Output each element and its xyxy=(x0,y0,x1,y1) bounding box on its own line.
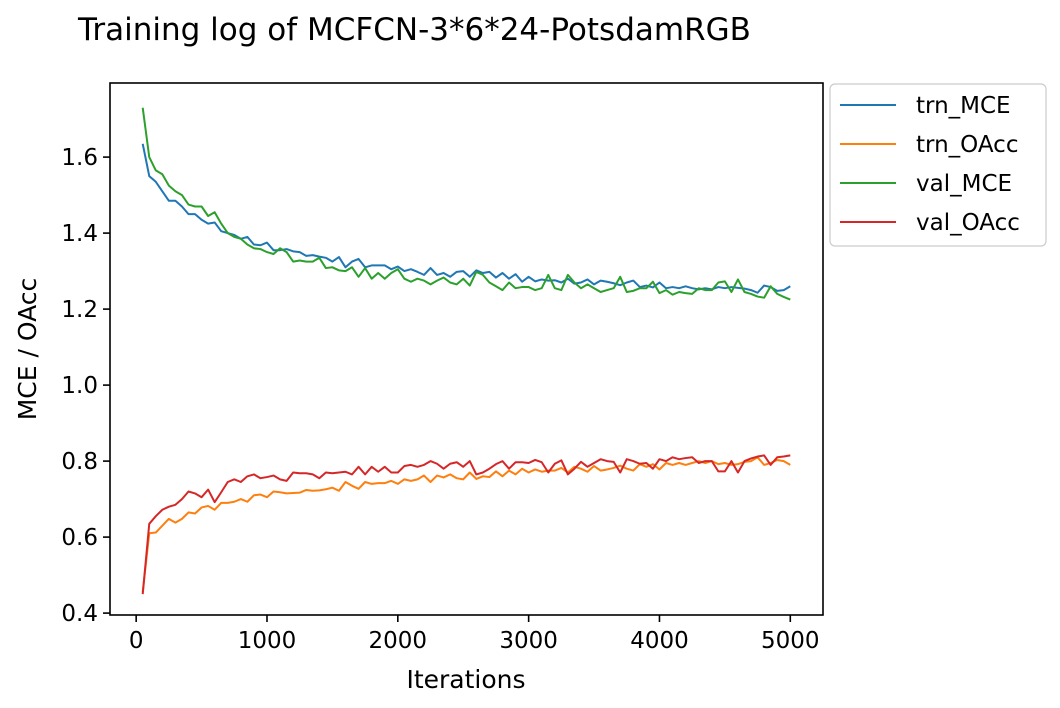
x-tick-label: 3000 xyxy=(499,628,558,654)
legend-label: val_OAcc xyxy=(916,210,1020,236)
series-line-trn-mce xyxy=(141,143,791,294)
y-tick-label: 1.4 xyxy=(61,221,98,247)
y-tick-label: 1.2 xyxy=(61,297,98,323)
series-line-val-mce xyxy=(141,107,791,301)
x-tick-label: 5000 xyxy=(761,628,820,654)
y-axis: 0.4 0.6 0.8 1.0 1.2 1.4 1.6 xyxy=(61,145,110,627)
x-axis-label: Iterations xyxy=(406,665,525,694)
series-line-trn-oacc xyxy=(141,456,791,593)
plot-frame xyxy=(109,82,824,616)
x-tick-label: 2000 xyxy=(369,628,428,654)
x-tick-label: 4000 xyxy=(630,628,689,654)
y-tick-label: 0.4 xyxy=(61,601,98,627)
legend-label: val_MCE xyxy=(916,171,1012,197)
x-tick-label: 0 xyxy=(129,628,144,654)
x-axis: 0 1000 2000 3000 4000 5000 xyxy=(129,615,820,654)
y-tick-label: 1.6 xyxy=(61,145,98,171)
legend-label: trn_MCE xyxy=(916,93,1011,119)
legend: trn_MCE trn_OAcc val_MCE val_OAcc xyxy=(829,83,1047,247)
legend-label: trn_OAcc xyxy=(916,132,1018,158)
chart-title: Training log of MCFCN-3*6*24-PotsdamRGB xyxy=(77,12,751,48)
series-line-val-oacc xyxy=(141,454,791,595)
y-tick-label: 0.6 xyxy=(61,525,98,551)
plot-lines xyxy=(141,107,791,595)
x-tick-label: 1000 xyxy=(238,628,297,654)
y-axis-label: MCE / OAcc xyxy=(13,278,42,421)
legend-box xyxy=(829,83,1047,247)
y-tick-label: 0.8 xyxy=(61,449,98,475)
y-tick-label: 1.0 xyxy=(61,373,98,399)
